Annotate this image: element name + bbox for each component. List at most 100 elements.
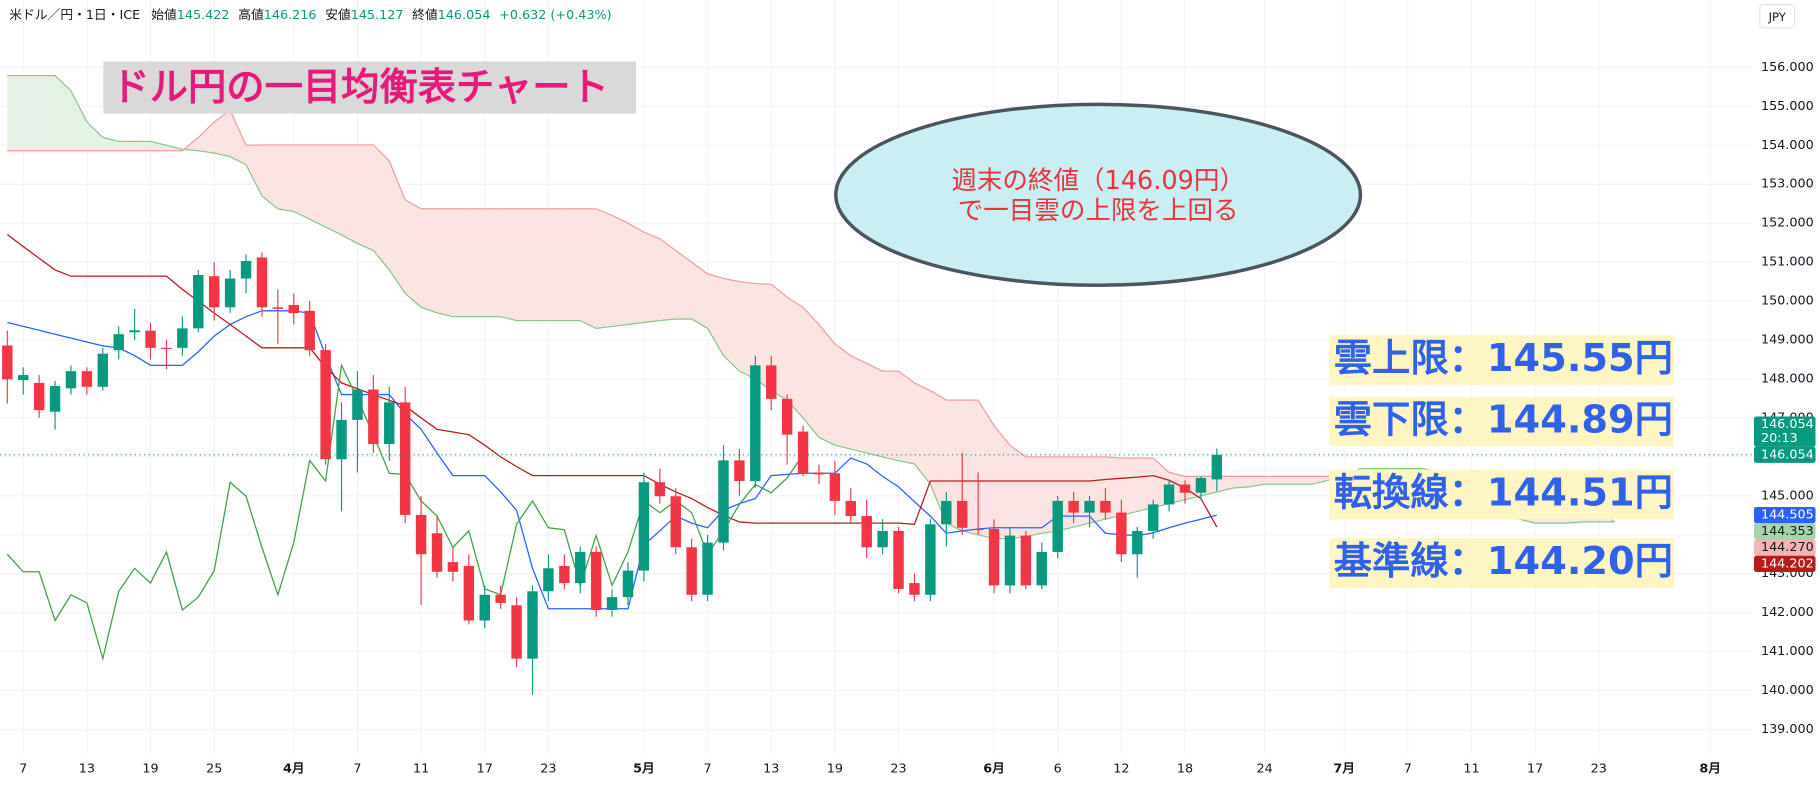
cloud-fill xyxy=(325,144,342,235)
candle-body xyxy=(543,568,554,592)
candle-body xyxy=(909,583,920,595)
cloud-fill xyxy=(564,208,581,321)
axis-background xyxy=(1752,0,1819,785)
time-axis-background xyxy=(0,753,1819,785)
candle-body xyxy=(956,500,968,528)
price-label: 144.505 xyxy=(1761,508,1814,523)
y-tick-label: 148.000 xyxy=(1761,371,1814,386)
price-label: 144.353 xyxy=(1761,524,1814,539)
candle-body xyxy=(1179,484,1191,493)
x-tick-label: 5月 xyxy=(633,761,655,776)
cloud-fill xyxy=(707,273,724,356)
candle-body xyxy=(352,389,363,420)
candle-body xyxy=(145,330,156,348)
y-tick-label: 154.000 xyxy=(1761,138,1814,153)
price-label-box xyxy=(1753,507,1816,524)
candle-body xyxy=(18,375,29,381)
candle-body xyxy=(1147,504,1159,531)
x-tick-label: 7 xyxy=(353,761,361,776)
cloud-fill xyxy=(1280,476,1297,485)
candle-body xyxy=(893,530,904,589)
candle-body xyxy=(813,472,825,475)
cloud-fill xyxy=(834,343,851,450)
cloud-fill xyxy=(1137,458,1154,512)
cloud-fill xyxy=(405,199,422,308)
cloud-fill xyxy=(261,144,278,209)
cloud-fill xyxy=(1025,456,1042,537)
candle-body xyxy=(941,500,952,525)
candle-body xyxy=(925,524,936,595)
cloud-fill xyxy=(341,144,358,244)
cloud-fill xyxy=(1089,456,1106,524)
candle-body xyxy=(161,347,172,349)
x-tick-label: 18 xyxy=(1177,761,1193,776)
cloud-fill xyxy=(452,208,469,317)
x-tick-label: 25 xyxy=(206,761,222,776)
candle-body xyxy=(511,605,522,659)
x-tick-label: 17 xyxy=(1527,761,1543,776)
callout-line: で一目雲の上限を上回る xyxy=(958,196,1239,226)
candle-body xyxy=(65,371,77,389)
price-label-box xyxy=(1753,416,1816,447)
field-value: 146.216 xyxy=(264,8,317,23)
candle-body xyxy=(240,260,252,279)
chart-title: ドル円の一目均衡表チャート xyxy=(111,65,608,110)
cloud-fill xyxy=(818,324,835,446)
candles xyxy=(0,252,1753,695)
cloud-fill xyxy=(580,208,597,329)
y-tick-label: 151.000 xyxy=(1761,255,1814,270)
field-label: 安値 xyxy=(325,7,351,23)
x-tick-label: 23 xyxy=(890,761,906,776)
cloud-fill xyxy=(755,283,772,391)
x-tick-label: 19 xyxy=(142,761,158,776)
y-tick-label: 149.000 xyxy=(1761,333,1814,348)
candle-body xyxy=(1020,535,1032,586)
candle-body xyxy=(877,530,888,548)
candle-body xyxy=(208,276,220,308)
candle-body xyxy=(622,570,634,598)
price-label: 146.054 xyxy=(1761,417,1814,432)
cloud-fill xyxy=(309,144,326,228)
summary-text: 雲下限：144.89円 xyxy=(1334,398,1673,443)
field-value: 145.127 xyxy=(351,8,404,23)
candle-body xyxy=(1036,551,1047,586)
candle-body xyxy=(49,385,61,412)
candle-body xyxy=(1116,512,1127,555)
x-tick-label: 4月 xyxy=(283,761,305,776)
cloud-fill xyxy=(86,121,103,151)
candle-body xyxy=(702,542,713,595)
candle-body xyxy=(797,431,809,474)
candle-body xyxy=(384,402,395,445)
title-box xyxy=(103,61,637,114)
summary-boxes: 雲上限：145.55円雲下限：144.89円転換線：144.51円基準線：144… xyxy=(1329,335,1674,588)
cloud-fill xyxy=(484,208,501,317)
cloud-fill xyxy=(978,400,995,539)
cloud-fill xyxy=(198,121,215,154)
y-tick-label: 145.000 xyxy=(1761,488,1814,503)
cloud-fill xyxy=(7,75,24,151)
cloud-fill xyxy=(596,208,613,329)
cloud-fill xyxy=(421,208,438,313)
cloud-fill xyxy=(723,278,740,372)
x-tick-label: 17 xyxy=(477,761,493,776)
candle-body xyxy=(304,310,315,351)
currency-box xyxy=(1759,4,1796,29)
candle-body xyxy=(336,419,347,460)
candle-body xyxy=(1211,454,1223,480)
x-tick-label: 19 xyxy=(827,761,843,776)
candle-body xyxy=(527,591,538,659)
candle-body xyxy=(1004,535,1016,586)
y-tick-label: 140.000 xyxy=(1761,683,1814,698)
candle-body xyxy=(1132,530,1143,555)
x-tick-label: 6月 xyxy=(983,761,1005,776)
y-tick-label: 139.000 xyxy=(1761,722,1814,737)
cloud-fill xyxy=(1296,476,1313,485)
cloud-fill xyxy=(389,160,406,294)
price-label: 146.054 xyxy=(1761,447,1814,462)
candle-body xyxy=(1100,500,1111,513)
candle-body xyxy=(495,594,506,603)
cloud-fill xyxy=(357,144,374,251)
candle-body xyxy=(368,389,379,445)
